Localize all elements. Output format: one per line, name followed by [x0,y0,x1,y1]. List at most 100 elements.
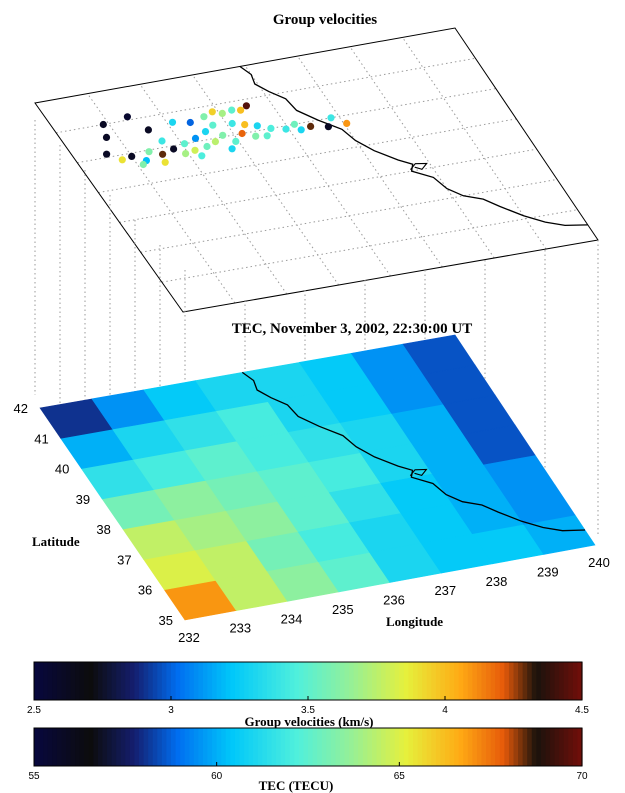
colorbar-segment [125,728,131,766]
velocity-point [203,142,211,151]
colorbar-segment [568,662,574,700]
velocity-plane-border [34,27,599,313]
colorbar-segment [312,728,318,766]
colorbar-segment [458,728,464,766]
latitude-tick: 37 [117,552,131,567]
colorbar-segment [476,662,483,700]
velocity-point [208,108,216,116]
colorbar-segment [276,662,282,700]
colorbar-segment [522,662,528,700]
longitude-tick: 235 [332,602,354,617]
colorbar-segment [367,662,373,700]
colorbar-segment [399,662,405,700]
colorbar-segment [184,728,190,766]
colorbar-segment [175,728,181,766]
colorbar-segment [79,662,85,700]
velocity-point [253,122,261,130]
colorbar-segment [166,728,172,766]
colorbar-segment [198,728,204,766]
colorbar-segment [481,728,487,766]
colorbar-segment [349,662,355,700]
colorbar-tick-label: 4.5 [575,705,589,716]
tec-colorbar-label: TEC (TECU) [259,778,334,793]
colorbar-segment [143,728,149,766]
colorbar-segment [472,728,478,766]
colorbar-segment [88,728,94,766]
colorbar-segment [244,662,250,700]
longitude-tick: 237 [434,583,456,598]
colorbar-segment [111,728,117,766]
colorbar-segment [43,728,49,766]
colorbar-tick-label: 2.5 [27,705,41,716]
velocity-grid-line [192,74,340,286]
colorbar-segment [508,662,515,700]
colorbar-segment [435,728,442,766]
colorbar-segment [234,728,241,766]
colorbar-segment [244,728,250,766]
velocity-point [158,137,166,145]
colorbar-segment [563,728,569,766]
velocity-point [219,131,227,139]
velocity-point [209,121,217,129]
colorbar-segment [445,662,451,700]
colorbar-segment [385,728,391,766]
colorbar-segment [157,728,163,766]
longitude-tick: 239 [537,564,559,579]
velocity-point [170,145,178,153]
colorbar-segment [189,728,195,766]
colorbar-segment [216,662,222,700]
colorbar-segment [47,662,53,700]
colorbar-segment [353,662,359,700]
colorbar-segment [234,662,241,700]
colorbar-segment [189,662,195,700]
colorbar-segment [312,662,318,700]
colorbar-segment [376,662,382,700]
colorbar-segment [559,662,565,700]
colorbar-segment [467,728,473,766]
velocity-plane-frame [34,27,599,313]
velocity-point [242,102,250,110]
colorbar-segment [84,728,90,766]
colorbar-segment [97,662,104,700]
colorbar-segment [239,662,245,700]
longitude-tick-labels: 232 233 234 235 236 237 238 239 240 [178,555,610,645]
colorbar-segment [193,728,199,766]
velocity-grid-line [56,57,476,134]
colorbar-segment [308,662,314,700]
colorbar-segment [212,728,218,766]
colorbar-segment [486,728,492,766]
colorbar-segment [431,728,437,766]
velocity-point [252,132,260,140]
colorbar-segment [504,728,510,766]
colorbar-segment [463,662,469,700]
colorbar-segment [152,662,158,700]
colorbar-segment [326,662,332,700]
colorbar-segment [248,728,254,766]
velocity-grid-line [297,55,443,268]
velocity-point [237,106,245,114]
colorbar-segment [536,662,542,700]
colorbar-segment [116,728,122,766]
colorbar-segment [449,728,455,766]
colorbar-segment [330,728,336,766]
colorbar-segment [289,662,295,700]
velocity-point [267,124,275,132]
colorbar-segment [413,662,419,700]
colorbar-tick-label: 60 [211,771,223,782]
colorbar-segment [34,728,40,766]
colorbar-segment [184,662,190,700]
colorbar-segment [559,728,565,766]
colorbar-segment [572,728,579,766]
colorbar-segment [139,662,145,700]
colorbar-segment [253,728,259,766]
colorbar-segment [317,662,323,700]
colorbar-segment [116,662,122,700]
colorbar-segment [143,662,149,700]
colorbar-segment [490,662,496,700]
colorbar-segment [239,728,245,766]
coastline-path [239,65,588,227]
colorbar-segment [403,728,410,766]
colorbar-segment [308,728,314,766]
velocity-point [144,126,152,134]
colorbar-segment [230,662,236,700]
